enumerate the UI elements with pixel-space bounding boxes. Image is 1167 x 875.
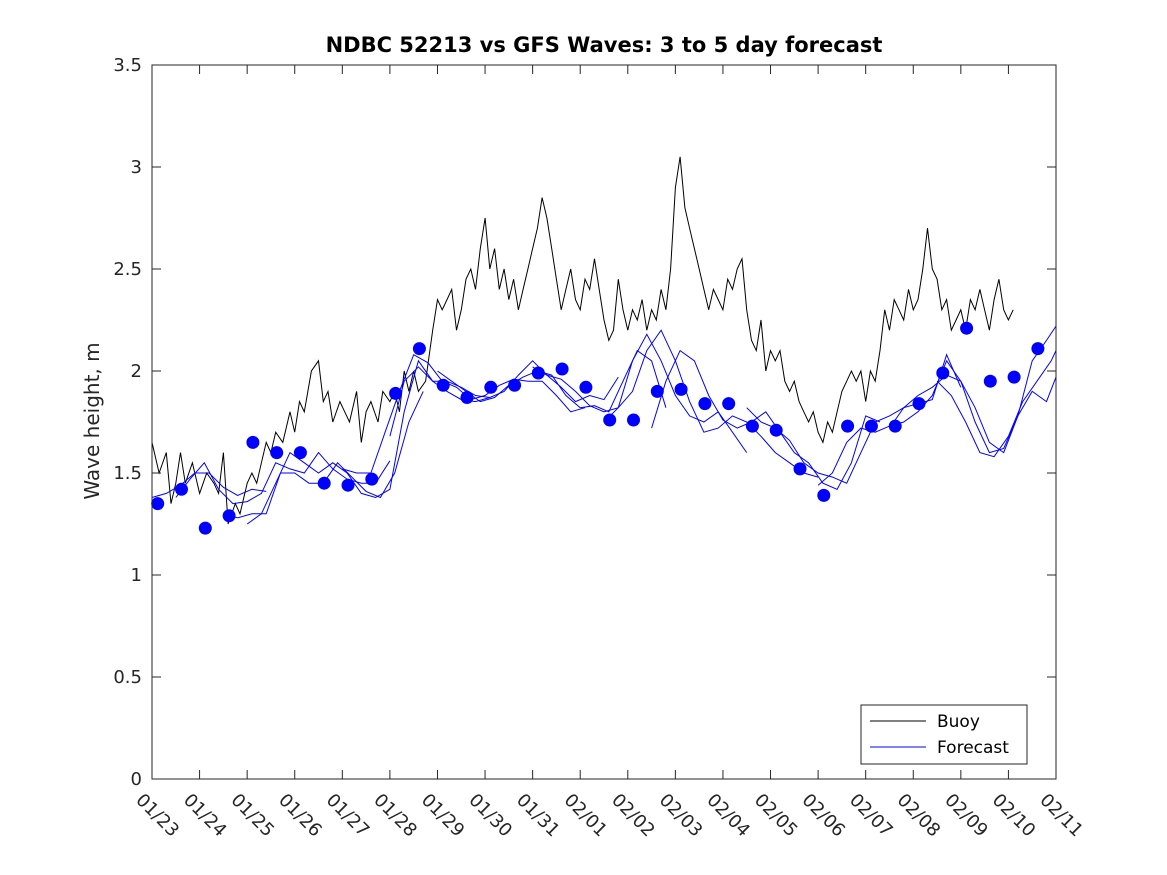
forecast-point bbox=[793, 462, 807, 476]
forecast-point bbox=[936, 366, 950, 380]
axes-box bbox=[151, 64, 1057, 780]
forecast-point bbox=[484, 380, 498, 394]
forecast-run-line-9 bbox=[651, 349, 881, 490]
forecast-run-line-8 bbox=[603, 329, 819, 478]
forecast-point bbox=[1007, 370, 1021, 384]
forecast-point bbox=[960, 321, 974, 335]
forecast-point bbox=[555, 362, 569, 376]
forecast-run-line-3 bbox=[246, 359, 490, 525]
y-axis-label: Wave height, m bbox=[80, 342, 104, 499]
forecast-point bbox=[198, 521, 212, 535]
forecast-point bbox=[1031, 342, 1045, 356]
forecast-run-line-5 bbox=[389, 360, 619, 437]
forecast-point bbox=[983, 374, 997, 388]
forecast-point bbox=[341, 478, 355, 492]
forecast-point bbox=[175, 482, 188, 496]
series-layer bbox=[151, 156, 1057, 535]
forecast-point bbox=[912, 397, 926, 411]
y-tick-label: 1.5 bbox=[113, 463, 142, 484]
forecast-point bbox=[222, 509, 236, 523]
forecast-point bbox=[531, 366, 545, 380]
forecast-run-line-1 bbox=[175, 451, 391, 505]
forecast-point bbox=[270, 446, 284, 460]
forecast-point bbox=[246, 435, 260, 449]
forecast-point bbox=[317, 476, 331, 490]
forecast-point bbox=[579, 380, 593, 394]
forecast-point bbox=[745, 419, 759, 433]
forecast-point bbox=[698, 397, 712, 411]
y-tick-label: 2 bbox=[131, 361, 142, 382]
forecast-point bbox=[293, 446, 307, 460]
chart-title: NDBC 52213 vs GFS Waves: 3 to 5 day fore… bbox=[326, 33, 883, 57]
forecast-point bbox=[508, 378, 522, 392]
forecast-run-line-7 bbox=[532, 333, 748, 453]
y-tick-label: 0.5 bbox=[113, 667, 142, 688]
forecast-point bbox=[151, 497, 165, 511]
forecast-point bbox=[460, 391, 474, 404]
forecast-point bbox=[412, 342, 426, 356]
forecast-point bbox=[650, 384, 664, 398]
forecast-run-line-12 bbox=[889, 325, 1057, 454]
y-tick-label: 3.5 bbox=[113, 55, 142, 76]
forecast-point bbox=[769, 423, 783, 437]
forecast-point bbox=[841, 419, 855, 433]
y-tick-label: 2.5 bbox=[113, 259, 142, 280]
forecast-point bbox=[817, 488, 831, 502]
y-tick-label: 3 bbox=[131, 157, 142, 178]
legend-buoy-label: Buoy bbox=[937, 712, 980, 732]
buoy-series-line bbox=[151, 156, 1014, 525]
forecast-run-line-0 bbox=[151, 472, 267, 498]
forecast-point bbox=[722, 397, 736, 411]
forecast-point bbox=[436, 378, 450, 392]
forecast-point bbox=[365, 472, 379, 486]
forecast-point bbox=[864, 419, 878, 433]
forecast-point bbox=[389, 386, 403, 400]
legend-box bbox=[860, 704, 1028, 765]
forecast-point bbox=[888, 419, 902, 433]
forecast-run-line-13 bbox=[936, 350, 1057, 458]
legend-forecast-label: Forecast bbox=[937, 738, 1009, 758]
forecast-point bbox=[674, 382, 688, 396]
forecast-run-line-6 bbox=[437, 349, 667, 413]
forecast-point bbox=[627, 413, 640, 427]
y-tick-label: 1 bbox=[131, 565, 142, 586]
legend: Buoy Forecast bbox=[860, 704, 1028, 765]
forecast-point bbox=[603, 413, 617, 427]
y-tick-label: 0 bbox=[131, 769, 142, 790]
